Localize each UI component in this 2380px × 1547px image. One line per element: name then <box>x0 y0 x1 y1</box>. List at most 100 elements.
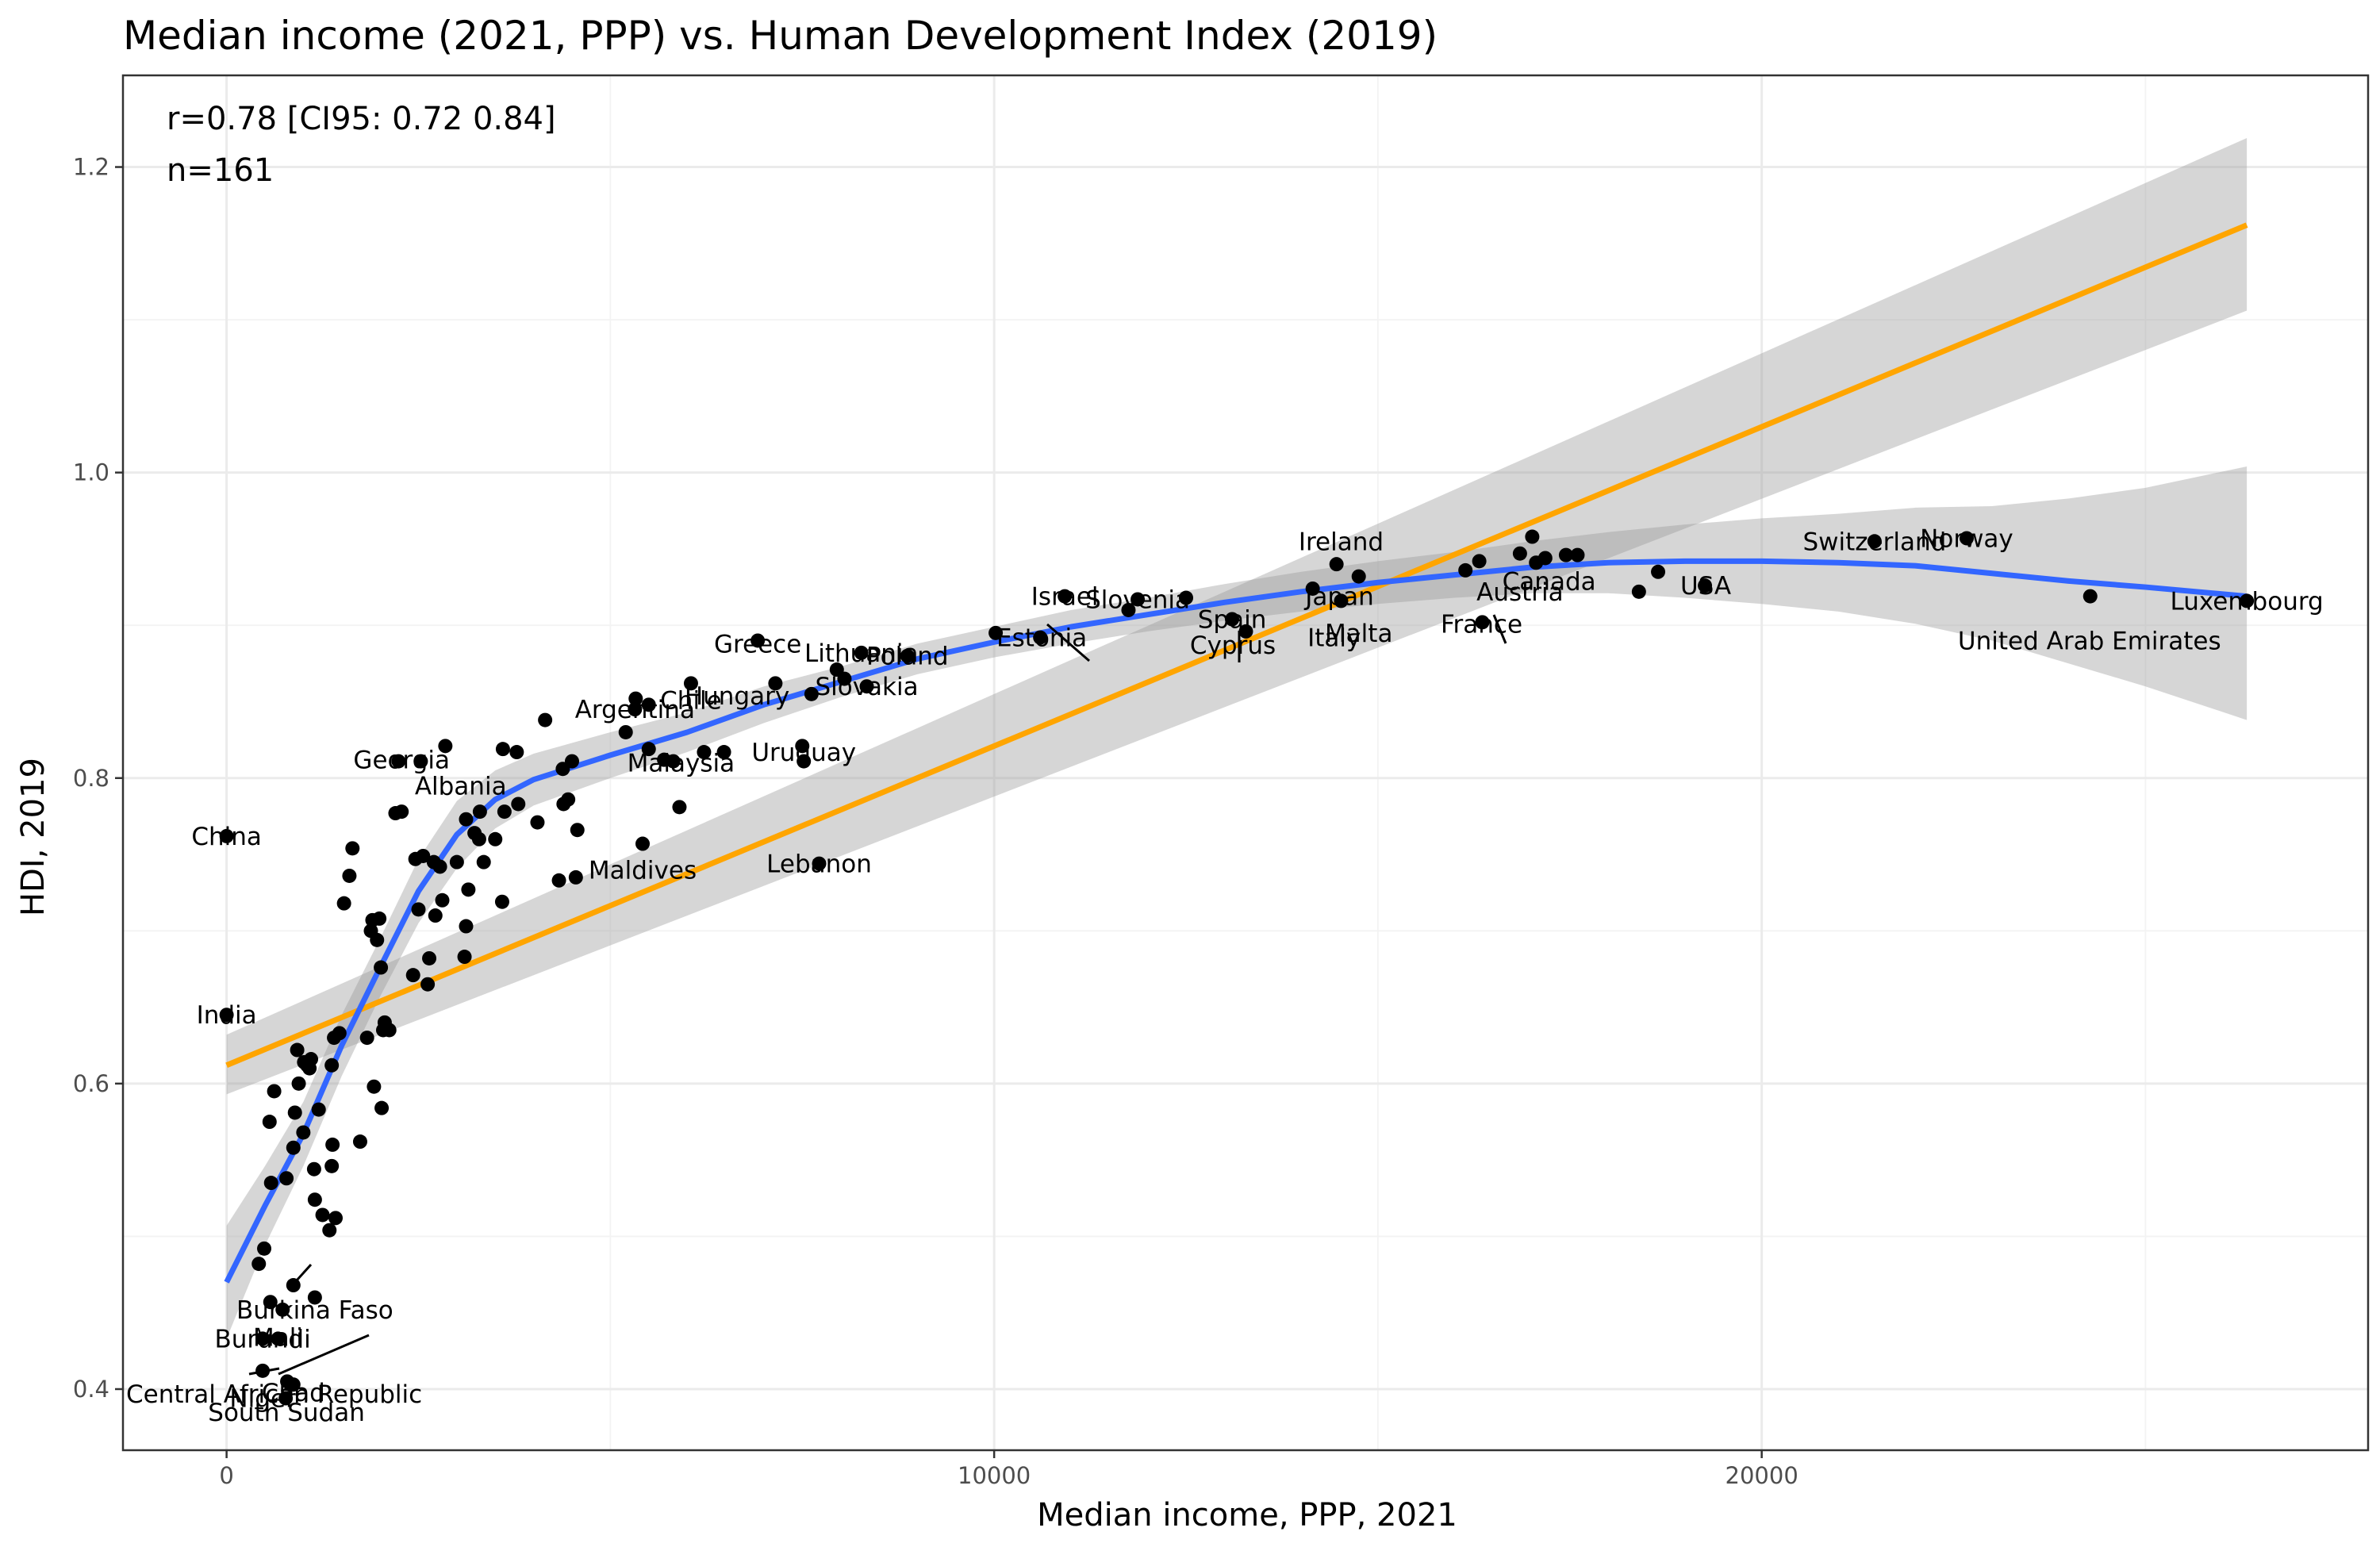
data-point <box>322 1223 337 1238</box>
data-point <box>438 739 453 754</box>
data-point <box>900 648 915 663</box>
data-point <box>255 1331 271 1346</box>
data-point <box>1329 557 1344 572</box>
data-point <box>262 1115 277 1130</box>
data-point <box>336 896 351 911</box>
data-point <box>280 1374 295 1389</box>
data-point <box>311 1102 326 1117</box>
data-points <box>219 529 2255 1406</box>
data-point <box>342 868 357 883</box>
y-tick-label: 1.2 <box>73 154 109 181</box>
data-point <box>837 671 852 686</box>
data-point <box>635 836 651 851</box>
panel-border <box>121 74 2370 1452</box>
y-tick-label: 0.4 <box>73 1376 109 1403</box>
data-point <box>263 1176 278 1191</box>
fit-lines <box>224 222 2248 1284</box>
data-point <box>1698 578 1713 593</box>
data-point <box>325 1137 340 1152</box>
data-point <box>1058 589 1073 604</box>
data-point <box>1225 612 1240 627</box>
point-label: China <box>191 823 262 851</box>
x-axis-title: Median income, PPP, 2021 <box>1037 1497 1457 1534</box>
data-point <box>219 828 234 843</box>
data-point <box>1179 590 1194 605</box>
point-label: Austria <box>1476 578 1564 607</box>
x-tick-label: 20000 <box>1726 1462 1798 1489</box>
point-label: South Sudan <box>208 1399 365 1427</box>
point-label: Chad <box>262 1379 325 1407</box>
point-label: Mali <box>253 1324 303 1353</box>
data-point <box>324 1058 340 1073</box>
data-point <box>666 754 681 769</box>
data-point <box>795 739 810 754</box>
smooth-fit-confidence-band <box>226 466 2248 1339</box>
point-label: Israel <box>1031 583 1099 612</box>
data-point <box>405 968 420 983</box>
y-tick-label: 0.6 <box>73 1070 109 1097</box>
point-label: Slovakia <box>815 673 918 701</box>
data-point <box>628 691 643 706</box>
data-point <box>370 932 385 947</box>
point-label: Estonia <box>996 624 1087 653</box>
data-point <box>291 1076 306 1091</box>
data-point <box>435 892 450 908</box>
data-point <box>1537 551 1553 566</box>
data-point <box>494 894 509 909</box>
data-point <box>768 676 783 691</box>
data-point <box>306 1161 321 1177</box>
data-point <box>290 1042 305 1058</box>
label-leader-line <box>294 1263 313 1283</box>
data-point <box>641 742 656 757</box>
label-leader-line <box>1046 623 1090 662</box>
point-label: Central African Republic <box>126 1380 422 1409</box>
point-label: Switzerland <box>1802 528 1946 556</box>
data-point <box>854 645 869 660</box>
point-label: India <box>197 1001 257 1030</box>
data-point <box>509 745 524 760</box>
data-point <box>565 754 579 769</box>
data-point <box>1305 581 1320 596</box>
point-label: Lithuania <box>804 639 919 668</box>
label-leaders <box>248 614 1507 1376</box>
point-label: USA <box>1680 572 1731 601</box>
point-label: Georgia <box>353 747 450 775</box>
data-point <box>618 724 633 739</box>
data-point <box>307 1290 322 1305</box>
data-point <box>315 1207 330 1223</box>
data-point <box>413 754 428 769</box>
data-point <box>1475 615 1490 630</box>
data-point <box>382 1023 397 1038</box>
point-label: Maldives <box>589 856 697 885</box>
data-point <box>1458 562 1473 578</box>
data-point <box>1130 592 1146 607</box>
data-point <box>1472 554 1487 569</box>
data-point <box>263 1295 278 1310</box>
point-label: Burkina Faso <box>236 1296 393 1325</box>
data-point <box>304 1052 319 1067</box>
label-leader-line <box>1492 614 1507 644</box>
data-point <box>716 745 731 760</box>
point-label: Burundi <box>214 1325 310 1353</box>
data-point <box>457 950 472 965</box>
data-point <box>641 697 656 712</box>
data-point <box>428 908 443 923</box>
data-point <box>511 797 526 812</box>
data-point <box>391 754 406 769</box>
data-point <box>420 977 436 992</box>
data-point <box>1631 584 1646 599</box>
point-label: Hungary <box>685 682 789 711</box>
data-point <box>570 823 585 838</box>
data-point <box>1959 531 1974 546</box>
label-leader-line <box>278 1334 370 1376</box>
data-point <box>497 804 512 820</box>
data-point <box>219 1008 234 1023</box>
data-point <box>286 1140 301 1155</box>
point-label: Chile <box>660 687 722 716</box>
data-point <box>257 1241 272 1256</box>
data-point <box>324 1158 340 1173</box>
data-point <box>459 812 474 827</box>
data-point <box>394 804 409 820</box>
data-point <box>1512 546 1527 561</box>
